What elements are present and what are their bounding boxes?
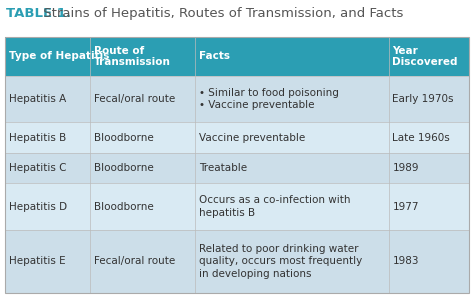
Text: Vaccine preventable: Vaccine preventable: [199, 132, 305, 143]
Text: Treatable: Treatable: [199, 163, 247, 173]
Text: Type of Hepatitis: Type of Hepatitis: [9, 51, 109, 61]
Text: Hepatitis D: Hepatitis D: [9, 202, 67, 211]
Text: Bloodborne: Bloodborne: [94, 163, 154, 173]
Text: Hepatitis B: Hepatitis B: [9, 132, 66, 143]
Text: Fecal/oral route: Fecal/oral route: [94, 256, 175, 266]
Text: 1977: 1977: [392, 202, 419, 211]
Text: Bloodborne: Bloodborne: [94, 202, 154, 211]
Text: Year
Discovered: Year Discovered: [392, 46, 458, 67]
Text: Early 1970s: Early 1970s: [392, 94, 454, 104]
Text: TABLE 1.: TABLE 1.: [6, 7, 71, 20]
Text: Related to poor drinking water
quality, occurs most frequently
in developing nat: Related to poor drinking water quality, …: [199, 244, 363, 279]
Text: Late 1960s: Late 1960s: [392, 132, 450, 143]
Text: Fecal/oral route: Fecal/oral route: [94, 94, 175, 104]
Text: Occurs as a co-infection with
hepatitis B: Occurs as a co-infection with hepatitis …: [199, 195, 351, 218]
Bar: [5, 37, 469, 76]
Text: Facts: Facts: [199, 51, 230, 61]
Bar: [5, 183, 469, 230]
Text: Hepatitis A: Hepatitis A: [9, 94, 66, 104]
Text: 1989: 1989: [392, 163, 419, 173]
Text: Route of
Transmission: Route of Transmission: [94, 46, 171, 67]
Bar: [5, 122, 469, 153]
Bar: [5, 37, 469, 293]
Text: 1983: 1983: [392, 256, 419, 266]
Bar: [5, 230, 469, 293]
Text: • Similar to food poisoning
• Vaccine preventable: • Similar to food poisoning • Vaccine pr…: [199, 88, 339, 110]
Text: Bloodborne: Bloodborne: [94, 132, 154, 143]
Text: Hepatitis E: Hepatitis E: [9, 256, 65, 266]
Text: Hepatitis C: Hepatitis C: [9, 163, 66, 173]
Text: Strains of Hepatitis, Routes of Transmission, and Facts: Strains of Hepatitis, Routes of Transmis…: [39, 7, 403, 20]
Bar: [5, 76, 469, 122]
Bar: [5, 153, 469, 183]
